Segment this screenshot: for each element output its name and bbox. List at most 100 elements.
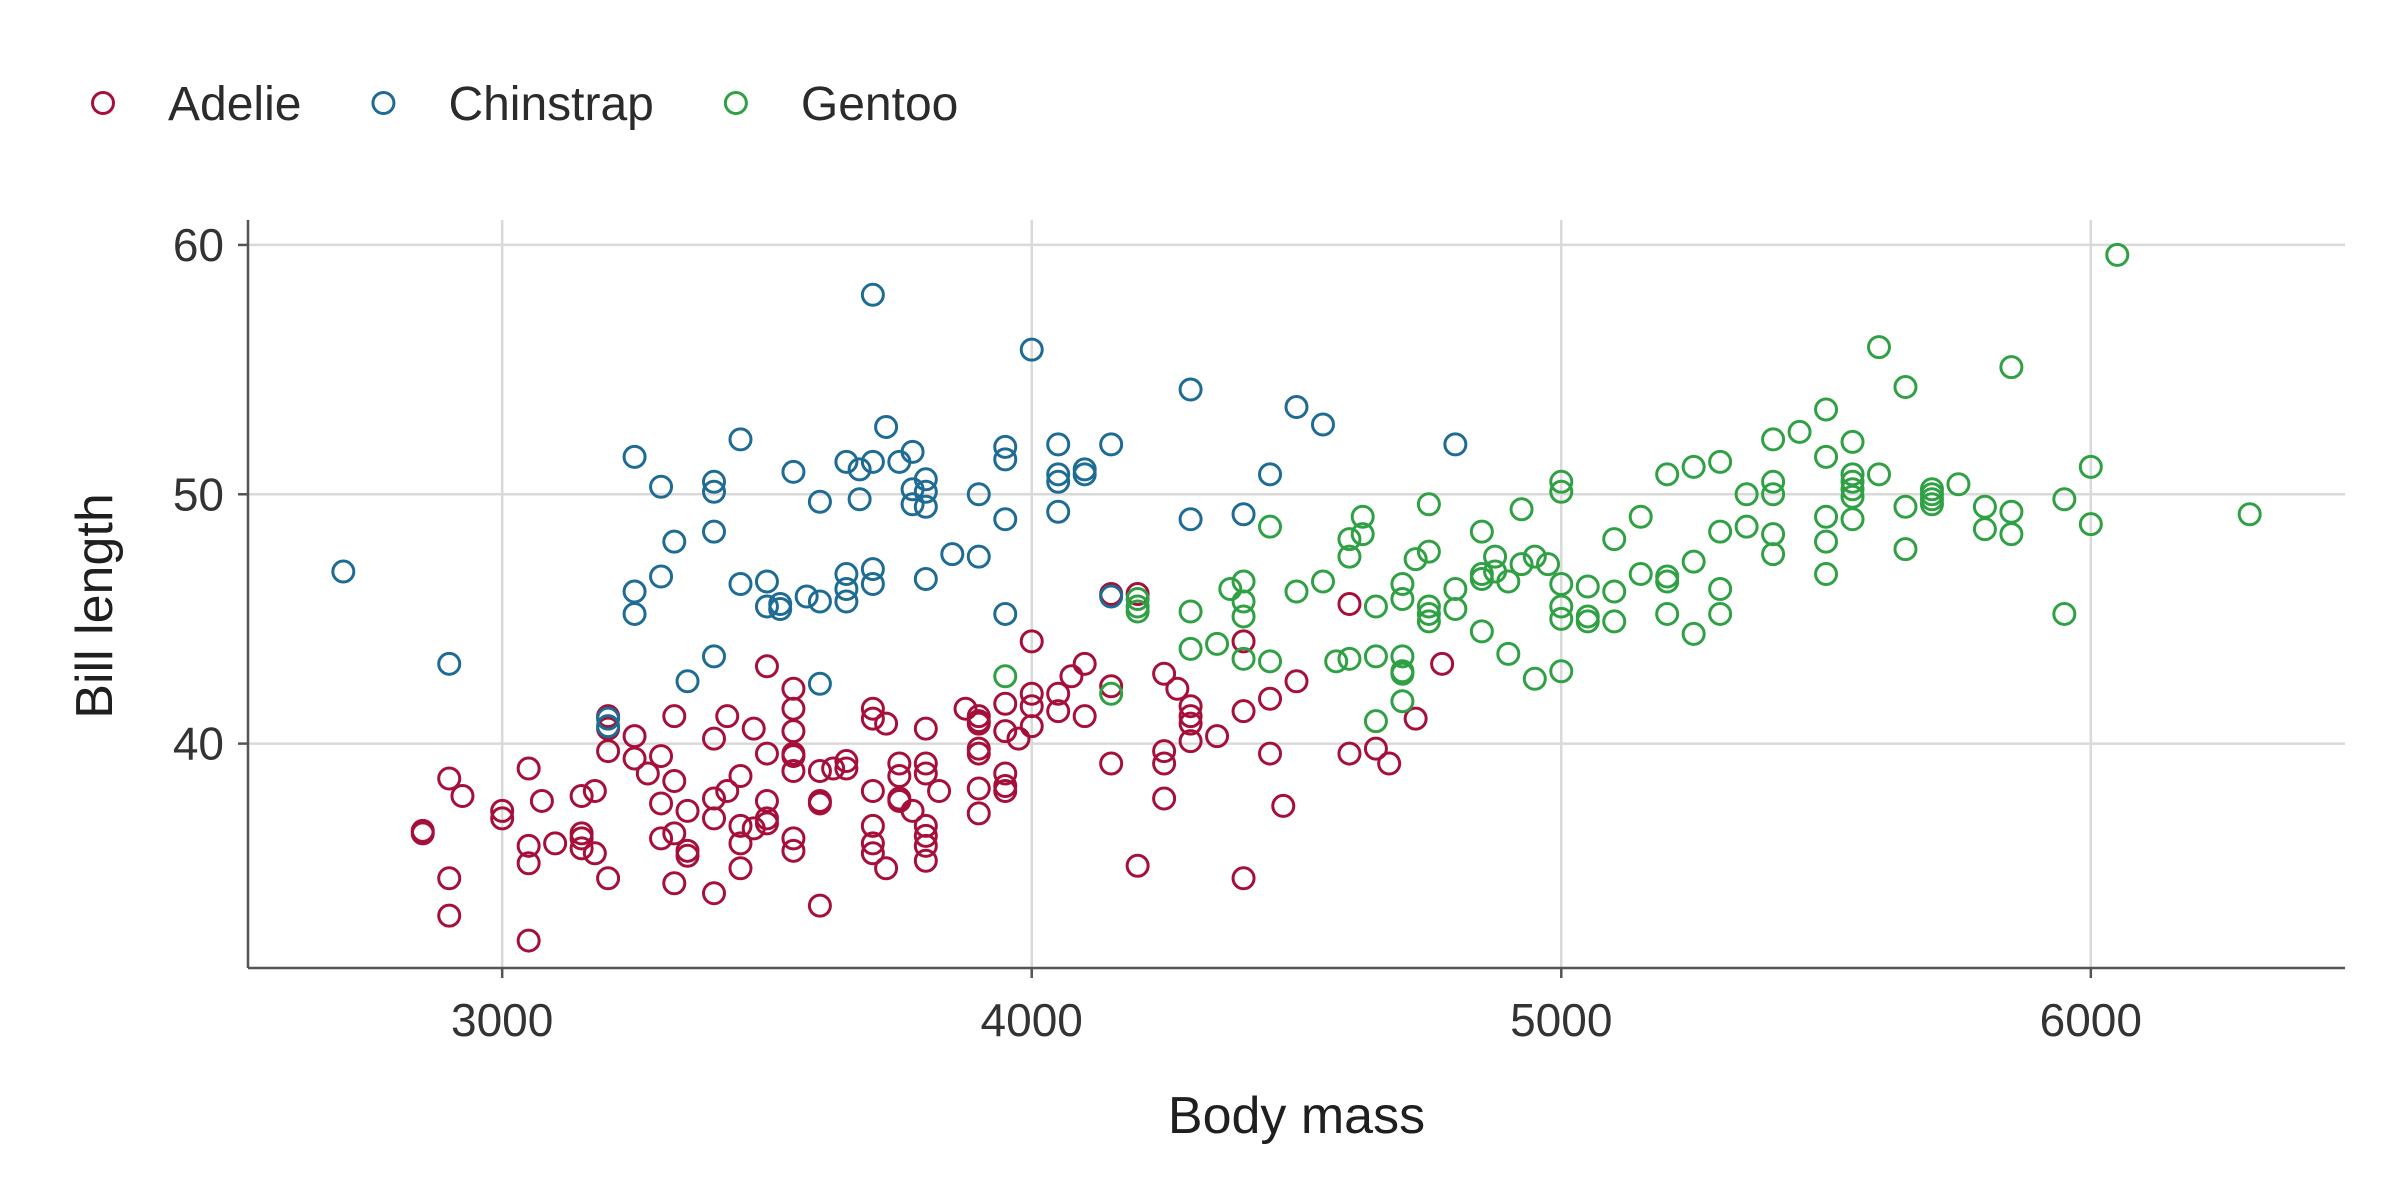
data-point: [1019, 681, 1044, 706]
data-point: [966, 736, 991, 761]
data-point: [582, 778, 607, 803]
data-point: [807, 489, 832, 514]
data-point: [596, 706, 621, 731]
data-point: [662, 704, 687, 729]
data-point: [675, 669, 700, 694]
data-point: [913, 848, 938, 873]
data-point: [821, 756, 846, 781]
data-point: [781, 826, 806, 851]
data-point: [596, 866, 621, 891]
data-point: [1919, 492, 1944, 517]
data-point: [1125, 853, 1150, 878]
data-point: [860, 282, 885, 307]
data-point: [1509, 552, 1534, 577]
data-point: [913, 751, 938, 776]
data-point: [1814, 444, 1839, 469]
data-point: [1099, 674, 1124, 699]
data-point: [860, 449, 885, 474]
data-point: [1575, 609, 1600, 634]
data-point: [807, 671, 832, 696]
data-point: [516, 851, 541, 876]
data-point: [1178, 599, 1203, 624]
data-point: [649, 744, 674, 769]
data-point: [437, 766, 462, 791]
data-point: [1046, 681, 1071, 706]
data-point: [1019, 714, 1044, 739]
data-point: [1099, 751, 1124, 776]
data-point: [1178, 729, 1203, 754]
data-point: [1390, 572, 1415, 597]
data-point: [874, 856, 899, 881]
data-point: [966, 776, 991, 801]
data-point: [1284, 669, 1309, 694]
data-point: [1708, 601, 1733, 626]
data-point: [781, 696, 806, 721]
tick-labels: 3000 4000 5000 6000 40 50 60: [173, 219, 2142, 1046]
data-point: [702, 881, 726, 906]
data-point: [913, 716, 938, 741]
data-point: [1125, 599, 1150, 624]
data-point: [847, 457, 872, 482]
data-point: [900, 492, 925, 517]
data-point: [993, 691, 1018, 716]
data-point: [860, 572, 885, 597]
data-point: [1681, 454, 1706, 479]
data-point: [1310, 569, 1335, 594]
data-point: [1549, 594, 1574, 619]
data-point: [966, 741, 991, 766]
data-point: [1046, 432, 1071, 457]
data-point: [543, 831, 568, 856]
data-point: [1165, 676, 1190, 701]
data-point: [1867, 462, 1891, 487]
data-point: [1258, 649, 1283, 674]
x-axis-title: Body mass: [1168, 1087, 1425, 1145]
data-point: [913, 479, 938, 504]
data-point: [1840, 429, 1865, 454]
data-point: [728, 427, 753, 452]
data-point: [1403, 547, 1428, 572]
data-points: [331, 242, 2262, 953]
data-point: [966, 482, 991, 507]
data-point: [1840, 469, 1865, 494]
data-point: [1390, 586, 1415, 611]
series-adelie: [410, 582, 1455, 953]
data-point: [1443, 596, 1468, 621]
legend-label: Chinstrap: [448, 78, 653, 131]
data-point: [1628, 562, 1653, 587]
data-point: [1324, 649, 1349, 674]
data-point: [1840, 507, 1865, 532]
data-point: [1602, 527, 1627, 552]
data-point: [1814, 504, 1839, 529]
data-point: [1761, 482, 1786, 507]
data-point: [437, 651, 462, 676]
data-point: [1006, 726, 1031, 751]
data-point: [834, 756, 859, 781]
data-point: [675, 798, 700, 823]
data-point: [900, 439, 925, 464]
data-point: [662, 821, 687, 846]
data-point: [834, 589, 859, 614]
data-point: [1337, 741, 1362, 766]
data-point: [1469, 519, 1494, 544]
data-point: [2105, 242, 2130, 267]
data-point: [1363, 709, 1388, 734]
data-point: [1072, 651, 1097, 676]
x-tick-label: 3000: [451, 994, 553, 1046]
data-point: [993, 447, 1018, 472]
data-point: [569, 826, 594, 851]
data-point: [1708, 519, 1733, 544]
data-point: [1271, 793, 1296, 818]
data-point: [1390, 644, 1415, 669]
data-point: [1099, 681, 1124, 706]
data-point: [913, 823, 938, 848]
data-point: [1972, 517, 1997, 542]
legend-label: Gentoo: [801, 78, 958, 131]
data-point: [1655, 601, 1680, 626]
data-point: [1761, 469, 1786, 494]
data-point: [1549, 469, 1574, 494]
data-point: [582, 841, 607, 866]
data-point: [860, 841, 885, 866]
data-point: [1655, 569, 1680, 594]
data-point: [2078, 512, 2103, 537]
data-point: [754, 569, 779, 594]
